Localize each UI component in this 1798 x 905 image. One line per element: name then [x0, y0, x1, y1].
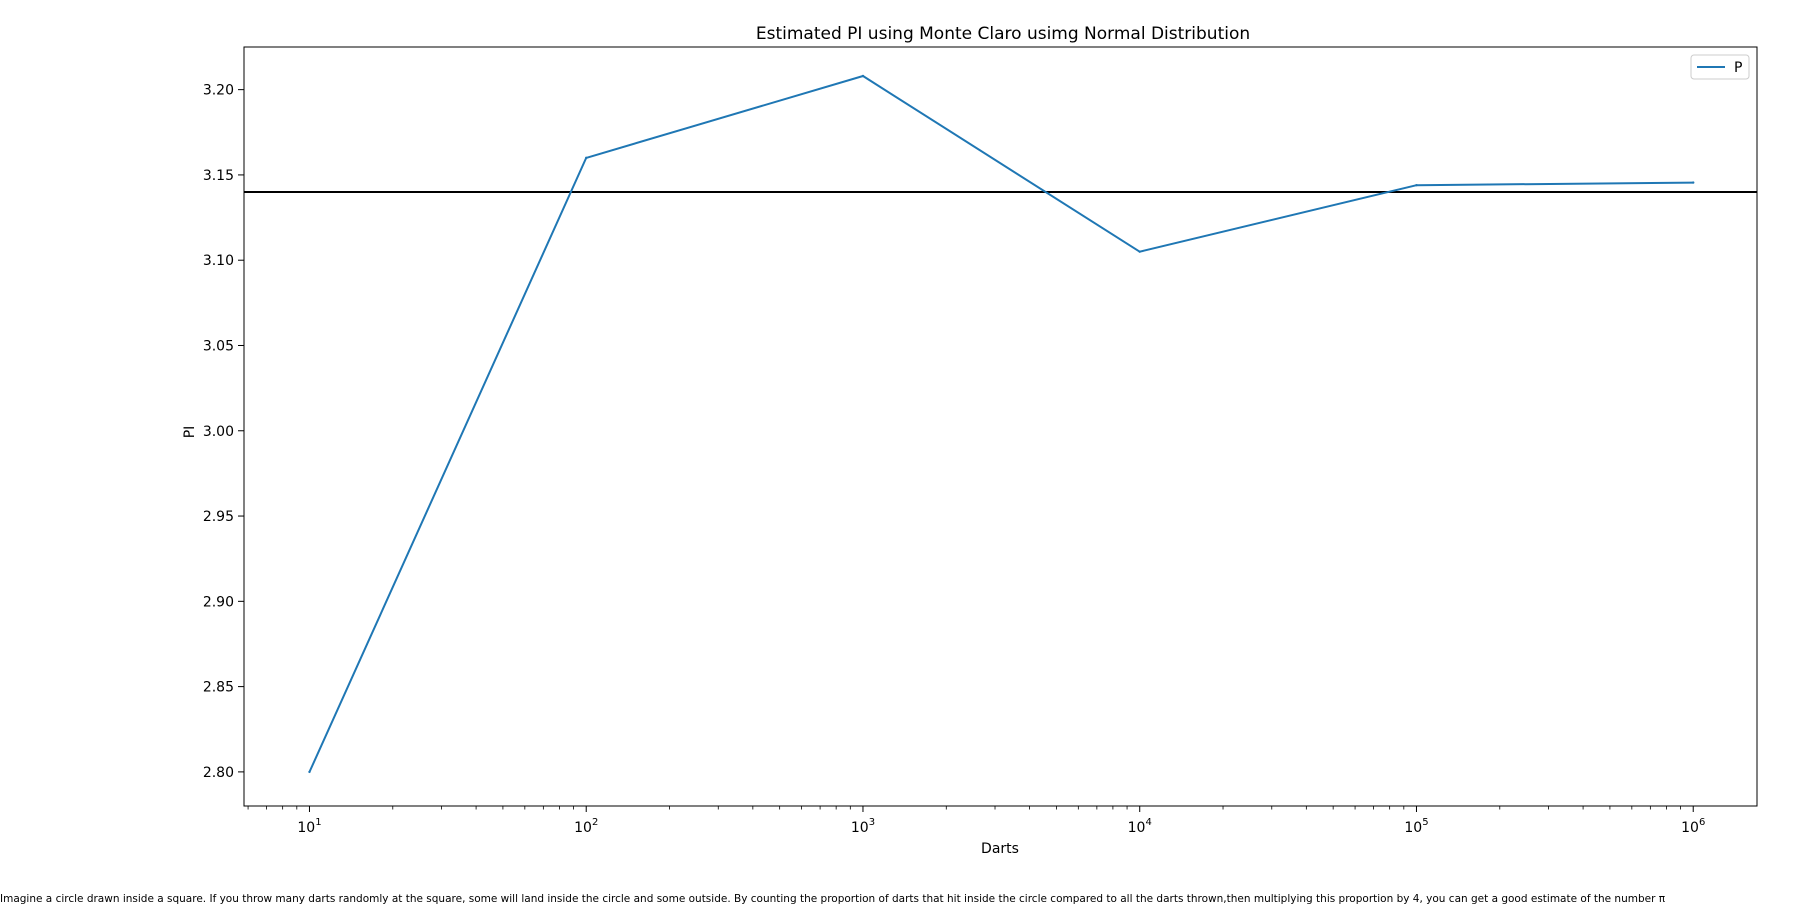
plot-area — [243, 46, 1758, 807]
y-tick-label: 2.95 — [203, 509, 234, 525]
legend: P — [1690, 54, 1750, 80]
y-tick-label: 2.90 — [203, 594, 234, 610]
data-point — [308, 770, 311, 774]
chart-title: Estimated PI using Monte Claro usimg Nor… — [756, 24, 1250, 44]
y-tick-label: 3.00 — [203, 424, 234, 440]
y-tick-label: 3.20 — [203, 83, 234, 99]
x-tick-label: 101 — [297, 817, 321, 836]
x-tick-label: 103 — [851, 817, 875, 836]
data-point — [861, 74, 865, 78]
y-axis: 2.80 2.85 2.90 2.95 3.00 3.05 3.10 3.15 3.20 — [203, 83, 244, 781]
series-line-0 — [308, 75, 1694, 773]
x-tick-label: 105 — [1404, 817, 1428, 836]
x-tick-label: 104 — [1128, 817, 1152, 836]
legend-entry: P — [1734, 60, 1742, 76]
chart-caption: Imagine a circle drawn inside a square. … — [0, 893, 1666, 905]
y-axis-label: PI — [182, 426, 198, 439]
plot-frame — [243, 46, 1758, 807]
y-tick-label: 3.15 — [203, 168, 234, 184]
x-tick-label: 102 — [574, 817, 598, 836]
data-point — [1415, 183, 1418, 187]
x-tick-label: 106 — [1681, 817, 1705, 836]
y-tick-label: 3.10 — [203, 253, 234, 269]
data-point — [1692, 181, 1695, 184]
data-point — [1138, 250, 1141, 253]
y-tick-label: 3.05 — [203, 338, 234, 354]
data-point — [585, 156, 588, 160]
x-axis: 101 102 103 104 105 106 — [247, 806, 1705, 836]
x-axis-label: Darts — [981, 841, 1019, 857]
y-tick-label: 2.80 — [203, 765, 234, 781]
y-tick-label: 2.85 — [203, 680, 234, 696]
